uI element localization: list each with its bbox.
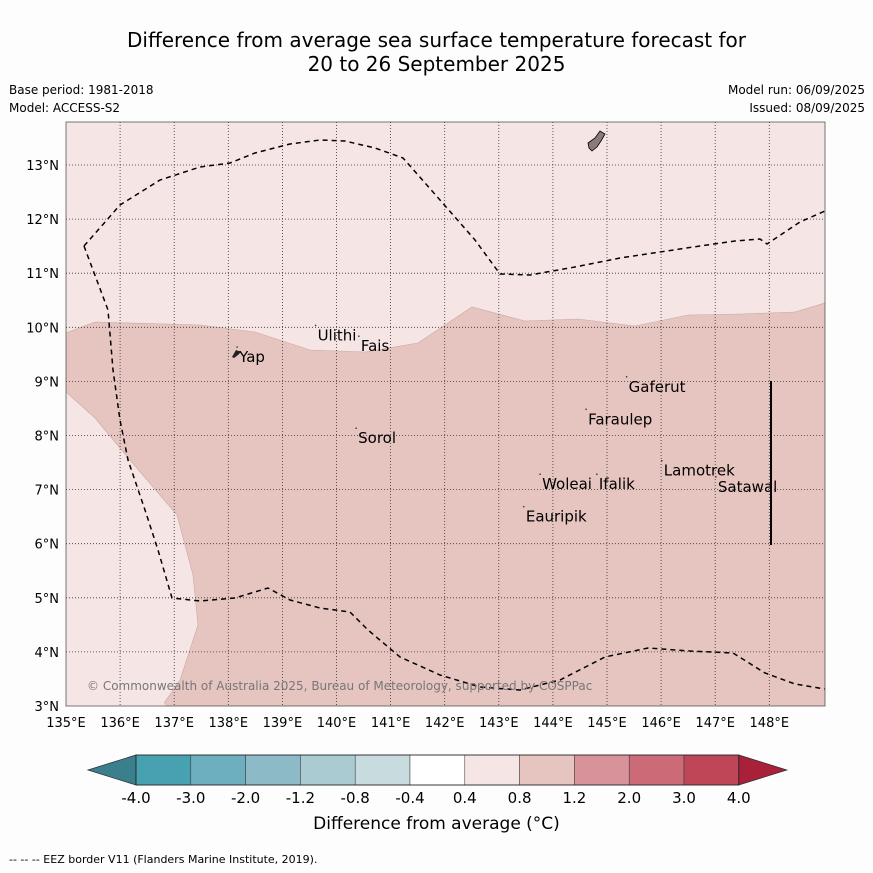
guam-island [587,130,606,152]
map-title: Difference from average sea surface temp… [0,28,873,76]
lon-tick-label: 135°E [46,716,86,731]
place-marker [661,459,663,462]
place-marker [596,473,598,475]
lon-tick-label: 143°E [479,716,519,731]
lon-tick-label: 145°E [587,716,627,731]
lon-tick-label: 137°E [154,716,194,731]
lon-tick-label: 141°E [371,716,411,731]
eez-border [83,139,825,276]
footer-note: -- -- -- EEZ border V11 (Flanders Marine… [9,853,318,866]
place-marker [539,473,541,475]
colorbar-tick-label: 1.2 [562,789,586,807]
lon-tick-label: 146°E [641,716,681,731]
lat-tick-label: 10°N [26,321,59,336]
lat-tick-label: 13°N [26,159,59,174]
base-period: Base period: 1981-2018 [9,83,154,97]
meta-left: Base period: 1981-2018 Model: ACCESS-S2 [9,81,154,117]
place-marker [585,408,587,411]
island-lower-left-light [66,690,166,706]
place-label-yap: Yap [238,348,265,366]
colorbar-tick-label: 0.8 [508,789,532,807]
lat-tick-label: 9°N [35,375,60,390]
latitude-tick-labels: 3°N 4°N 5°N 6°N 7°N 8°N 9°N 10°N 11°N 12°N 13°N [26,159,59,715]
place-label-sorol: Sorol [358,429,396,447]
lat-tick-label: 11°N [26,267,59,282]
colorbar-tick-label: 2.0 [617,789,641,807]
lat-tick-label: 3°N [35,700,60,715]
colorbar-cell [683,754,740,786]
lat-tick-label: 6°N [35,538,60,553]
lon-tick-label: 148°E [750,716,790,731]
colorbar-cell [190,754,246,786]
longitude-tick-labels: 135°E 136°E 137°E 138°E 139°E 140°E 141°E 142°E… [46,716,789,731]
place-marker [523,505,525,508]
colorbar-tick-label: 0.4 [453,789,477,807]
colorbar-tick-label: -1.2 [286,789,315,807]
colorbar-cell [574,754,630,786]
place-label-lamotrek: Lamotrek [664,462,735,480]
title-line-1: Difference from average sea surface temp… [126,28,746,52]
colorbar-cell [519,754,575,786]
model-run: Model run: 06/09/2025 [727,83,865,97]
lon-tick-label: 136°E [100,716,140,731]
colorbar-arrow-left [86,754,137,786]
colorbar-cell [135,754,192,786]
warm-anomaly-region [66,302,825,706]
colorbar-tick-label: 3.0 [672,789,696,807]
place-label-satawal: Satawal [718,478,777,496]
place-label-ifalik: Ifalik [599,475,635,493]
colorbar-frame [135,754,740,786]
lat-tick-label: 8°N [35,430,60,445]
colorbar-tick-label: 4.0 [727,789,751,807]
colorbar-tick-label: -4.0 [121,789,150,807]
colorbar-title: Difference from average (°C) [313,814,560,834]
copyright-text: © Commonwealth of Australia 2025, Bureau… [87,679,592,693]
colorbar-tick-label: -3.0 [176,789,205,807]
place-label-eauripik: Eauripik [526,508,587,526]
lon-tick-label: 140°E [317,716,357,731]
issued-date: Issued: 08/09/2025 [749,101,865,115]
place-label-woleai: Woleai [542,475,592,493]
lon-tick-label: 147°E [695,716,735,731]
title-line-2: 20 to 26 September 2025 [307,52,566,76]
place-label-ulithi: Ulithi [318,326,357,344]
model-name: Model: ACCESS-S2 [9,101,121,115]
place-label-gaferut: Gaferut [629,378,686,396]
colorbar-tick-label: -0.8 [341,789,370,807]
colorbar-cell [245,754,301,786]
place-marker [715,476,717,478]
eez-border-west [83,245,825,691]
lon-tick-label: 144°E [533,716,573,731]
place-label-faraulep: Faraulep [588,410,652,428]
colorbar-cell [464,754,520,786]
colorbar-cell [300,754,356,786]
colorbar-tick-label: -2.0 [231,789,260,807]
map-frame [65,121,826,707]
lat-tick-label: 5°N [35,592,60,607]
lat-tick-label: 12°N [26,213,59,228]
colorbar-cell [628,754,685,786]
colorbar-cell [354,754,411,786]
lon-tick-label: 139°E [263,716,303,731]
lon-tick-label: 138°E [209,716,249,731]
meta-right: Model run: 06/09/2025 Issued: 08/09/2025 [728,81,865,117]
place-marker [625,376,628,378]
place-label-fais: Fais [361,337,390,355]
lon-tick-label: 142°E [425,716,465,731]
yap-island [232,350,241,358]
colorbar-arrow-right [738,754,789,786]
colorbar-tick-label: -0.4 [395,789,424,807]
colorbar-cell [409,754,466,786]
place-marker [358,335,360,338]
place-marker [314,324,317,327]
graticule [66,122,825,706]
place-marker [236,346,238,348]
place-marker [355,427,357,430]
lat-tick-label: 7°N [35,484,60,499]
lat-tick-label: 4°N [35,646,60,661]
